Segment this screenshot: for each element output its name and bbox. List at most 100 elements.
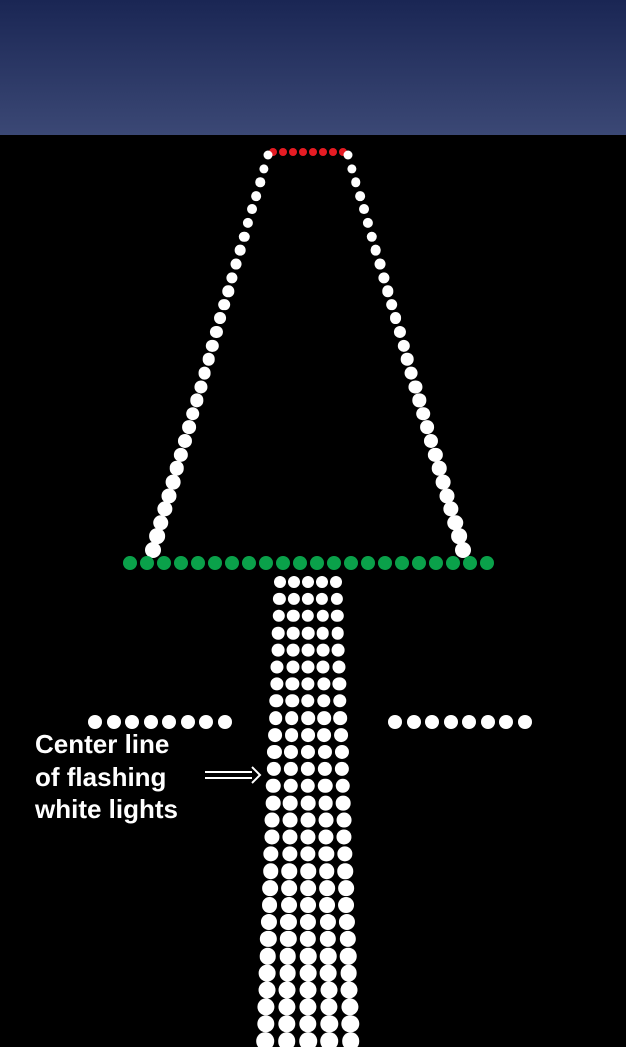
runway-edge-light xyxy=(401,353,414,366)
threshold-green-light xyxy=(225,556,239,570)
approach-crossbar-light xyxy=(444,715,458,729)
runway-lights-diagram: Center line of flashing white lights xyxy=(0,0,626,1047)
approach-centerline-light xyxy=(330,576,342,588)
threshold-green-light xyxy=(191,556,205,570)
approach-centerline-light xyxy=(335,762,349,776)
approach-centerline-light xyxy=(287,627,300,640)
runway-edge-light xyxy=(186,407,200,421)
runway-edge-light xyxy=(194,380,207,393)
approach-centerline-light xyxy=(339,931,355,947)
runway-edge-light xyxy=(351,178,360,187)
runway-edge-light xyxy=(231,258,242,269)
approach-centerline-light xyxy=(263,863,279,879)
approach-centerline-light xyxy=(283,779,297,793)
runway-end-red-light xyxy=(299,148,307,156)
runway-edge-light xyxy=(397,340,409,352)
runway-edge-light xyxy=(255,178,264,187)
approach-centerline-light xyxy=(335,779,349,793)
approach-centerline-light xyxy=(317,694,330,707)
approach-centerline-light xyxy=(299,1032,317,1047)
runway-edge-light xyxy=(363,218,373,228)
approach-centerline-light xyxy=(319,846,334,861)
approach-crossbar-light xyxy=(388,715,402,729)
approach-centerline-light xyxy=(288,576,300,588)
approach-centerline-light xyxy=(300,931,316,947)
approach-centerline-light xyxy=(318,745,332,759)
approach-centerline-light xyxy=(273,610,285,622)
runway-edge-light xyxy=(247,204,257,214)
approach-centerline-light xyxy=(320,982,337,999)
approach-centerline-light xyxy=(340,965,357,982)
runway-edge-light xyxy=(227,272,238,283)
approach-centerline-light xyxy=(280,931,296,947)
approach-centerline-light xyxy=(280,948,297,965)
approach-centerline-light xyxy=(301,762,315,776)
runway-edge-light xyxy=(424,434,438,448)
approach-centerline-light xyxy=(268,728,282,742)
approach-centerline-light xyxy=(302,644,315,657)
approach-centerline-light xyxy=(300,829,315,844)
threshold-green-light xyxy=(174,556,188,570)
approach-centerline-light xyxy=(318,728,332,742)
approach-centerline-light xyxy=(287,610,299,622)
runway-end-red-light xyxy=(309,148,317,156)
approach-centerline-light xyxy=(317,677,330,690)
approach-centerline-light xyxy=(300,982,317,999)
approach-centerline-light xyxy=(282,863,298,879)
runway-end-red-light xyxy=(289,148,297,156)
approach-centerline-light xyxy=(332,644,345,657)
runway-end-red-light xyxy=(279,148,287,156)
runway-edge-light xyxy=(190,394,203,407)
threshold-green-light xyxy=(480,556,494,570)
runway-edge-light xyxy=(370,245,381,256)
runway-edge-light xyxy=(264,151,273,160)
approach-centerline-light xyxy=(331,610,343,622)
runway-edge-light xyxy=(386,299,398,311)
approach-centerline-light xyxy=(300,914,316,930)
approach-centerline-light xyxy=(265,813,280,828)
runway-edge-light xyxy=(202,353,215,366)
runway-edge-light xyxy=(347,164,356,173)
approach-centerline-light xyxy=(330,593,342,605)
runway-edge-light xyxy=(182,421,196,435)
threshold-green-light xyxy=(157,556,171,570)
runway-edge-light xyxy=(382,286,393,297)
approach-centerline-light xyxy=(333,694,346,707)
runway-end-red-light xyxy=(329,148,337,156)
approach-centerline-light xyxy=(317,660,330,673)
approach-centerline-light xyxy=(284,762,298,776)
approach-centerline-light xyxy=(319,880,335,896)
approach-centerline-light xyxy=(300,846,315,861)
approach-centerline-light xyxy=(282,846,297,861)
threshold-green-light xyxy=(293,556,307,570)
approach-centerline-light xyxy=(339,914,355,930)
runway-edge-light xyxy=(214,312,226,324)
approach-centerline-light xyxy=(316,593,328,605)
approach-centerline-light xyxy=(318,813,333,828)
runway-edge-light xyxy=(405,366,418,379)
approach-crossbar-light xyxy=(407,715,421,729)
approach-centerline-light xyxy=(301,711,315,725)
approach-centerline-light xyxy=(333,677,346,690)
approach-centerline-light xyxy=(321,1032,339,1047)
approach-centerline-light xyxy=(257,1015,274,1032)
approach-centerline-light xyxy=(273,593,285,605)
approach-crossbar-light xyxy=(107,715,121,729)
approach-centerline-light xyxy=(267,745,281,759)
approach-crossbar-light xyxy=(88,715,102,729)
approach-centerline-light xyxy=(301,796,316,811)
runway-edge-light xyxy=(178,434,192,448)
approach-crossbar-light xyxy=(162,715,176,729)
approach-centerline-light xyxy=(300,863,316,879)
threshold-green-light xyxy=(361,556,375,570)
sky-gradient xyxy=(0,0,626,135)
approach-centerline-light xyxy=(300,965,317,982)
runway-edge-light xyxy=(417,407,431,421)
approach-centerline-light xyxy=(338,863,354,879)
approach-centerline-light xyxy=(319,863,335,879)
approach-centerline-light xyxy=(340,948,357,965)
threshold-green-light xyxy=(259,556,273,570)
approach-centerline-light xyxy=(319,914,335,930)
approach-centerline-light xyxy=(265,796,280,811)
approach-crossbar-light xyxy=(518,715,532,729)
